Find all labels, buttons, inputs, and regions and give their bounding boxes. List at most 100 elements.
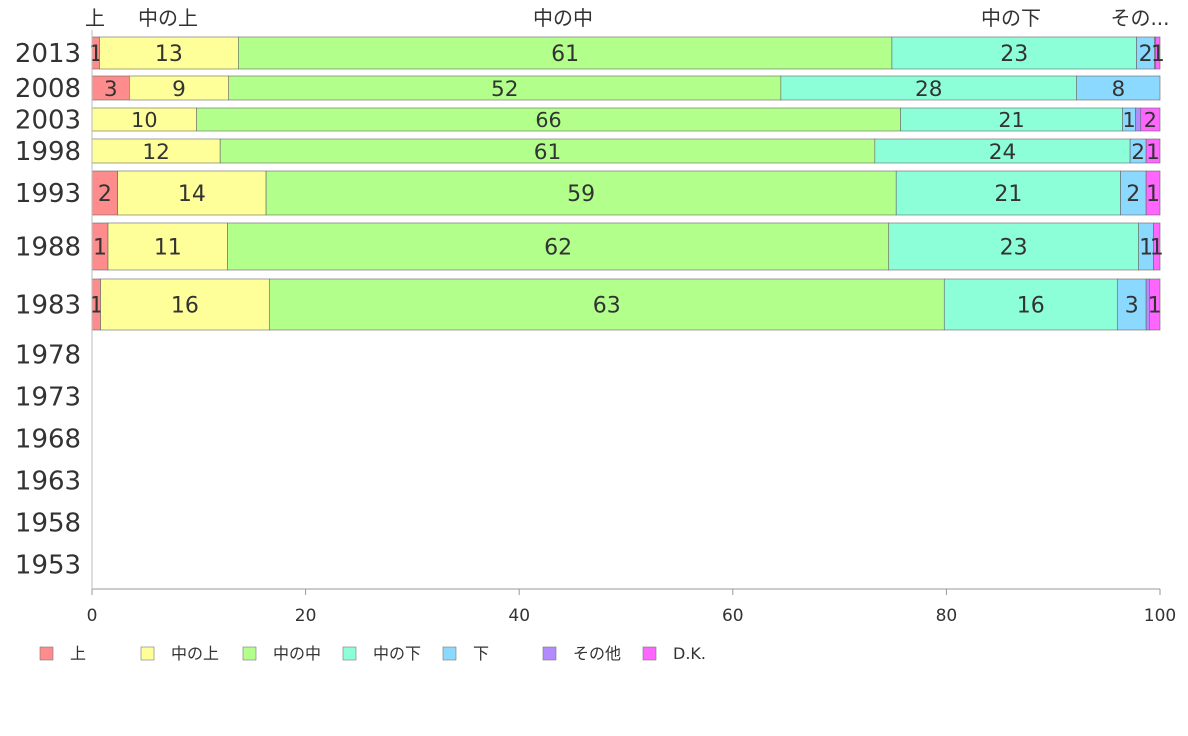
data-label: 62: [544, 235, 572, 260]
bar-segment: [1120, 170, 1147, 216]
bar-segment: [99, 36, 239, 70]
legend-swatch: [342, 646, 357, 661]
bar-segment: [219, 138, 876, 164]
data-label: 66: [535, 108, 561, 132]
legend-label: 中の下: [373, 644, 421, 663]
legend-swatch: [242, 646, 257, 661]
top-segment-label: その...: [1110, 6, 1169, 30]
bar-segment: [1116, 278, 1147, 331]
legend-label: 下: [473, 644, 489, 663]
legend-swatch: [140, 646, 155, 661]
bar-segment: [1140, 107, 1161, 132]
bar-segment: [1135, 107, 1142, 132]
data-label: 14: [178, 182, 206, 207]
x-tick-label: 0: [87, 606, 98, 626]
data-label: 1: [1146, 140, 1160, 165]
x-tick-label: 40: [508, 606, 530, 626]
data-label: 61: [534, 140, 561, 165]
category-label: 1983: [15, 291, 81, 321]
legend-label: 上: [70, 644, 86, 663]
data-label: 1: [89, 293, 103, 318]
bar-segment: [1149, 278, 1161, 331]
x-tick-label: 80: [936, 606, 958, 626]
x-tick-label: 100: [1144, 606, 1176, 626]
category-label: 1993: [15, 179, 81, 209]
legend-swatch: [642, 646, 657, 661]
category-label: 1963: [15, 467, 81, 497]
data-label: 3: [104, 77, 118, 102]
x-tick-label: 60: [722, 606, 744, 626]
data-label: 13: [155, 42, 183, 67]
top-segment-label: 中の下: [981, 6, 1041, 30]
bar-segment: [268, 278, 945, 331]
data-label: 1: [1148, 293, 1162, 318]
bar-segment: [943, 278, 1118, 331]
data-label: 63: [593, 293, 621, 318]
bar-segment: [129, 75, 230, 101]
top-segment-label: 中の中: [533, 6, 593, 30]
category-label: 2003: [15, 106, 81, 136]
bar-segment: [265, 170, 897, 216]
category-label: 1953: [15, 551, 81, 581]
data-label: 1: [1151, 42, 1165, 67]
category-label: 1958: [15, 509, 81, 539]
data-label: 23: [1000, 42, 1028, 67]
data-label: 9: [172, 77, 186, 102]
data-label: 10: [131, 108, 157, 132]
data-label: 1: [93, 235, 107, 260]
category-label: 1973: [15, 383, 81, 413]
data-label: 12: [142, 140, 169, 165]
legend-label: 中の中: [273, 644, 321, 663]
data-label: 1: [1150, 235, 1164, 260]
data-label: 11: [154, 235, 182, 260]
data-label: 1: [1146, 182, 1160, 207]
data-label: 52: [491, 77, 518, 102]
legend-label: その他: [573, 644, 621, 663]
category-label: 2013: [15, 39, 81, 69]
bar-segment: [91, 75, 130, 101]
bar-segment: [895, 170, 1121, 216]
data-label: 2: [98, 182, 112, 207]
data-label: 21: [998, 108, 1024, 132]
bar-segment: [1145, 170, 1161, 216]
data-label: 8: [1111, 77, 1125, 102]
bar-segment: [891, 36, 1137, 70]
bar-segment: [100, 278, 270, 331]
legend-label: D.K.: [673, 644, 706, 663]
data-label: 2: [1131, 140, 1145, 165]
data-label: 2: [1144, 108, 1157, 132]
category-label: 1998: [15, 137, 81, 167]
data-label: 2: [1139, 42, 1153, 67]
bar-segment: [117, 170, 267, 216]
data-label: 59: [567, 182, 595, 207]
legend-label: 中の上: [171, 644, 219, 663]
data-label: 21: [994, 182, 1022, 207]
data-label: 23: [1000, 235, 1028, 260]
bar-segment: [1155, 36, 1161, 70]
data-label: 16: [171, 293, 199, 318]
data-label: 24: [989, 140, 1016, 165]
legend-swatch: [39, 646, 54, 661]
data-label: 1: [1122, 108, 1135, 132]
bar-segment: [1076, 75, 1161, 101]
data-label: 16: [1017, 293, 1045, 318]
bar-segment: [107, 222, 228, 271]
category-label: 1968: [15, 425, 81, 455]
data-label: 28: [915, 77, 942, 102]
bar-segment: [1145, 138, 1161, 164]
x-tick-label: 20: [295, 606, 317, 626]
top-segment-label: 中の上: [138, 6, 198, 30]
legend-swatch: [442, 646, 457, 661]
data-label: 1: [1139, 235, 1153, 260]
data-label: 61: [551, 42, 579, 67]
bar-segment: [1153, 222, 1161, 271]
bar-segment: [888, 222, 1139, 271]
category-label: 1988: [15, 233, 81, 263]
bar-segment: [874, 138, 1131, 164]
legend-swatch: [542, 646, 557, 661]
category-label: 2008: [15, 74, 81, 104]
bar-segment: [227, 222, 890, 271]
top-segment-label: 上: [85, 6, 105, 30]
data-label: 2: [1126, 182, 1140, 207]
